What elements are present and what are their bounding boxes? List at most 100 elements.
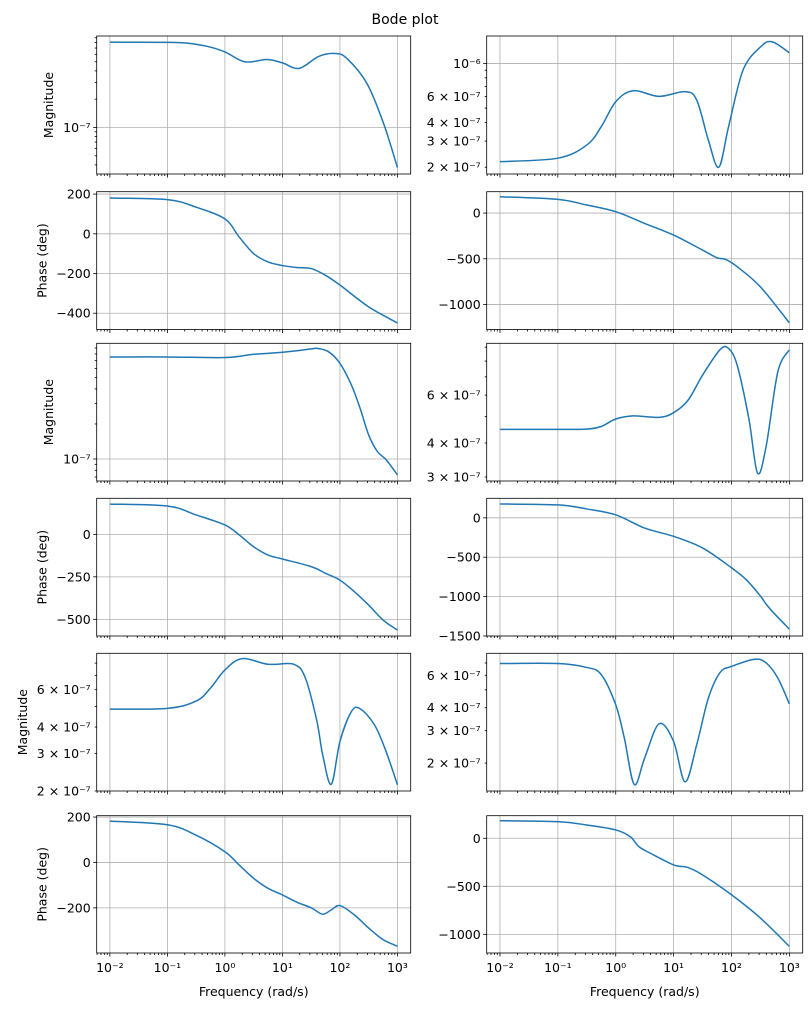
axes-frame	[486, 35, 804, 175]
y-tick-label: 3 × 10⁻⁷	[427, 134, 481, 149]
x-tick-label: 10³	[387, 960, 408, 975]
y-tick-label: 6 × 10⁻⁷	[427, 89, 481, 104]
y-axis-label: Magnitude	[15, 689, 30, 756]
y-axis-label: Phase (deg)	[34, 847, 49, 922]
subplot-7: 0 −250 −500 Phase (deg)	[34, 497, 412, 640]
axes-frame	[96, 35, 412, 175]
y-axis-label: Magnitude	[41, 379, 56, 446]
x-tick-label: 10⁻¹	[544, 960, 572, 975]
grid	[96, 343, 411, 481]
subplot-8: 0 −500 −1000 −1500	[438, 497, 804, 644]
y-tick-label: −400	[56, 306, 90, 321]
axes-frame	[486, 652, 804, 792]
subplot-10: 6 × 10⁻⁷ 4 × 10⁻⁷ 3 × 10⁻⁷ 2 × 10⁻⁷	[427, 652, 804, 795]
subplot-6: 6 × 10⁻⁷ 4 × 10⁻⁷ 3 × 10⁻⁷	[427, 342, 804, 485]
x-tick-label: 10²	[329, 960, 350, 975]
grid	[486, 191, 803, 330]
y-tick-label: −500	[56, 612, 90, 627]
y-tick-label: 6 × 10⁻⁷	[427, 668, 481, 683]
y-tick-label: 10⁻⁷	[63, 120, 91, 135]
axes-frame	[96, 497, 412, 637]
subplot-3: 200 0 −200 −400 Phase (deg)	[34, 187, 412, 333]
grid	[499, 343, 790, 481]
x-axis-label: Frequency (rad/s)	[199, 984, 309, 999]
axes-frame	[96, 342, 412, 482]
y-tick-label: −500	[446, 550, 480, 565]
y-tick-label: −200	[56, 900, 90, 915]
axes-frame	[486, 497, 804, 637]
response-curve	[109, 503, 398, 631]
figure-title: Bode plot	[372, 12, 439, 28]
y-tick-label: 200	[67, 810, 91, 825]
x-tick-label: 10⁻²	[486, 960, 514, 975]
y-tick-label: 200	[67, 187, 91, 202]
response-curve	[109, 657, 399, 786]
subplot-1: 10⁻⁷ Magnitude	[41, 35, 412, 178]
y-tick-label: 0	[473, 510, 481, 525]
grid	[486, 815, 803, 953]
response-curve	[109, 347, 399, 476]
y-tick-label: 2 × 10⁻⁷	[427, 756, 481, 771]
y-tick-label: 0	[473, 206, 481, 221]
subplot-11: 200 0 −200 Phase (deg) 10⁻² 10⁻¹ 10⁰ 10¹ 10² 10³ F…	[34, 810, 412, 999]
y-axis-label: Magnitude	[41, 72, 56, 139]
axes-frame	[486, 815, 804, 954]
y-tick-label: −1000	[438, 297, 480, 312]
y-tick-label: 2 × 10⁻⁷	[427, 160, 481, 175]
x-axis-label: Frequency (rad/s)	[590, 984, 700, 999]
y-tick-label: −500	[446, 251, 480, 266]
response-curve	[499, 345, 791, 475]
grid	[96, 498, 411, 636]
y-tick-label: −500	[446, 879, 480, 894]
x-tick-label: 10¹	[663, 960, 684, 975]
grid	[96, 36, 411, 174]
response-curve	[499, 503, 790, 630]
y-tick-label: 3 × 10⁻⁷	[37, 746, 91, 761]
y-axis-label: Phase (deg)	[34, 223, 49, 298]
y-tick-label: 4 × 10⁻⁷	[37, 720, 91, 735]
y-tick-label: 2 × 10⁻⁷	[37, 784, 91, 799]
x-tick-label: 10²	[721, 960, 742, 975]
response-curve	[499, 195, 790, 324]
grid	[96, 815, 411, 953]
y-tick-label: −1000	[438, 927, 480, 942]
response-curve	[109, 41, 399, 168]
y-tick-label: 0	[83, 226, 91, 241]
y-tick-label: −200	[56, 266, 90, 281]
axes-frame	[96, 191, 412, 330]
y-tick-label: 3 × 10⁻⁷	[427, 469, 481, 484]
subplot-12: 0 −500 −1000 10⁻² 10⁻¹ 10⁰ 10¹ 10² 10³ Frequency …	[438, 815, 804, 999]
response-curve	[499, 658, 791, 786]
subplot-5: 10⁻⁷ Magnitude	[41, 342, 412, 485]
y-tick-label: 10⁻⁷	[63, 451, 91, 466]
response-curve	[499, 819, 790, 947]
axes-frame	[486, 342, 804, 482]
y-tick-label: 0	[473, 831, 481, 846]
response-curve	[499, 40, 790, 168]
axes-frame	[96, 652, 412, 792]
x-tick-label: 10³	[779, 960, 800, 975]
x-tick-label: 10⁰	[214, 960, 235, 975]
x-tick-label: 10⁻²	[96, 960, 124, 975]
y-tick-label: −1000	[438, 589, 480, 604]
y-tick-label: 4 × 10⁻⁷	[427, 115, 481, 130]
response-curve	[109, 820, 398, 947]
y-tick-label: 0	[83, 527, 91, 542]
y-tick-label: 3 × 10⁻⁷	[427, 723, 481, 738]
grid	[109, 653, 398, 791]
y-tick-label: 4 × 10⁻⁷	[427, 700, 481, 715]
y-tick-label: 4 × 10⁻⁷	[427, 435, 481, 450]
y-tick-label: 6 × 10⁻⁷	[427, 388, 481, 403]
subplot-9: 6 × 10⁻⁷ 4 × 10⁻⁷ 3 × 10⁻⁷ 2 × 10⁻⁷ Magnitud…	[15, 652, 412, 799]
axes-frame	[486, 191, 804, 330]
grid	[96, 191, 411, 330]
y-tick-label: −1500	[438, 629, 480, 644]
grid	[499, 653, 790, 791]
y-tick-label: 10⁻⁶	[453, 56, 481, 71]
y-tick-label: −250	[56, 569, 90, 584]
subplot-4: 0 −500 −1000	[438, 191, 804, 333]
x-tick-label: 10⁰	[605, 960, 626, 975]
axes-frame	[96, 815, 412, 954]
x-tick-label: 10¹	[272, 960, 293, 975]
